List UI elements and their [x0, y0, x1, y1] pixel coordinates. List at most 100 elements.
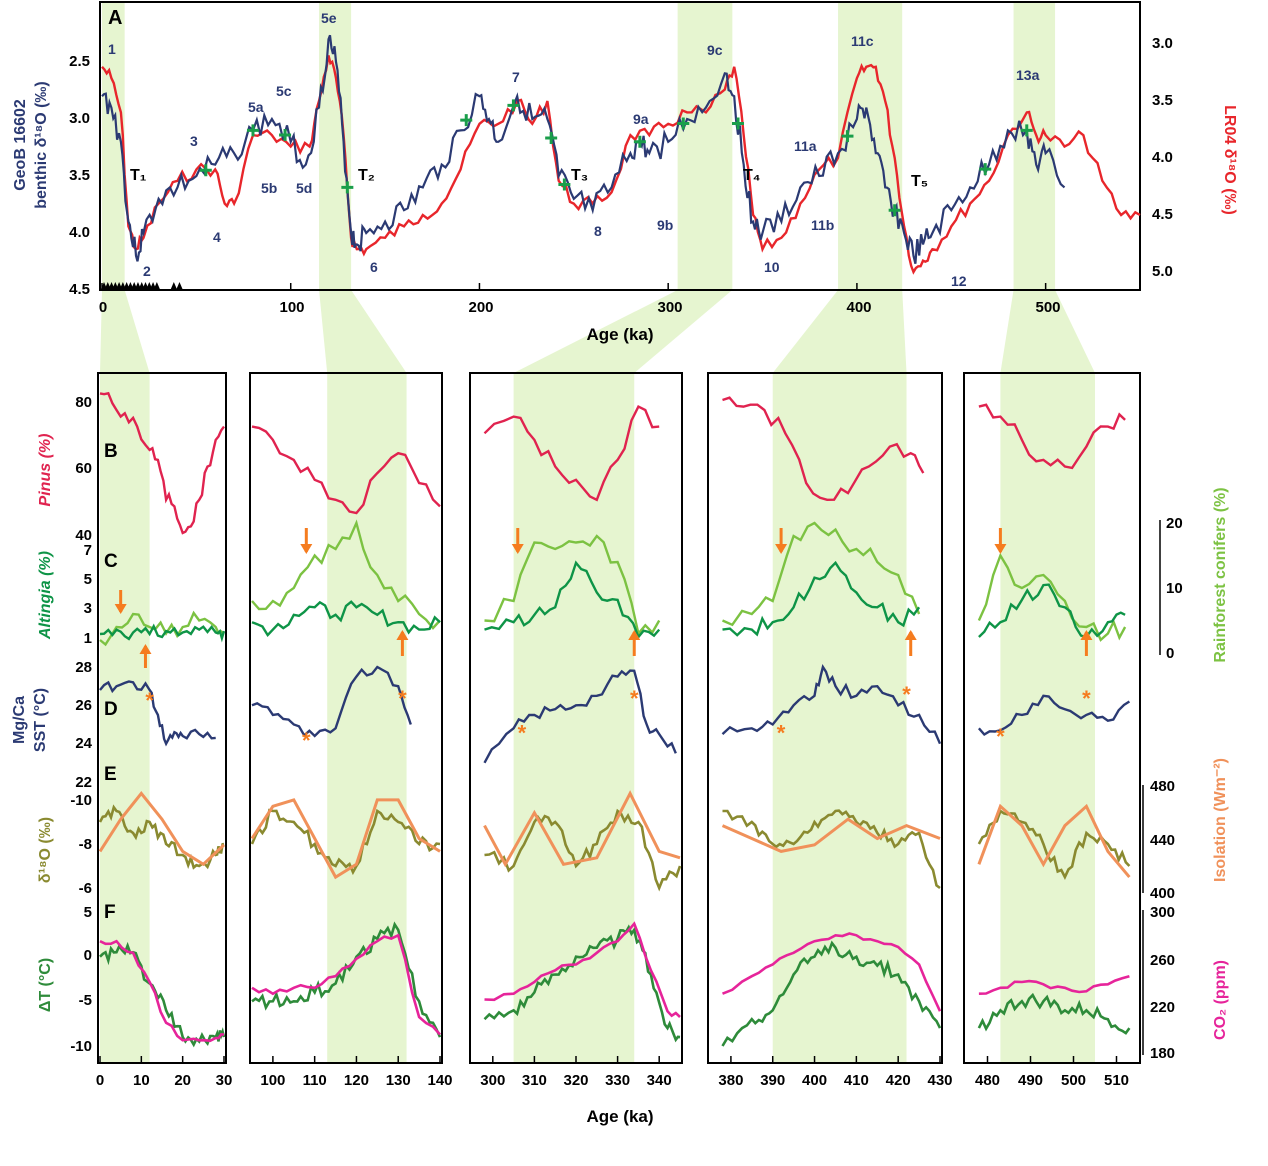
panel-label-e: E [104, 764, 117, 785]
bottom-xtick-1-3: 130 [386, 1072, 411, 1089]
connector-1 [319, 290, 407, 373]
altingia-line-1 [251, 600, 441, 638]
left-ticks: 80 60 40 7 5 3 1 28 26 24 22 -10 -8 -6 5… [70, 394, 92, 1055]
arrow-head-1-0 [300, 544, 313, 554]
marker-plus-14 [1020, 124, 1033, 137]
bottom-xtick-1-4: 140 [427, 1072, 452, 1089]
series-geob-line [101, 34, 1066, 264]
pinus-ylabel: Pinus (%) [37, 434, 54, 507]
bottom-xtick-1-0: 100 [260, 1072, 285, 1089]
panel-frame-3 [707, 372, 943, 1064]
arrow-head-3-1 [904, 630, 917, 640]
bottom-xtick-0-3: 30 [216, 1072, 233, 1089]
mis-5a: 5a [248, 99, 264, 115]
bottom-xtick-1-1: 110 [303, 1072, 327, 1089]
panel-frame-1 [249, 372, 443, 1064]
pinus-line-0 [99, 391, 225, 535]
rainforest-line-0 [99, 610, 225, 647]
co2-line-0 [99, 939, 225, 1043]
top-xtick-300: 300 [657, 299, 682, 316]
co2-line-4 [978, 974, 1130, 995]
top-xtick-0: 0 [99, 299, 107, 316]
bottom-xtick-4-3: 510 [1104, 1072, 1129, 1089]
marker-plus-2 [279, 128, 292, 141]
dt-line-2 [483, 924, 681, 1043]
top-ylabel-left-1: GeoB 16602 [12, 99, 29, 191]
right-ticks: 20 10 0 480 440 400 300 260 220 180 [1150, 515, 1183, 1062]
bottom-xtick-2-4: 340 [647, 1072, 672, 1089]
dt-ylabel: ΔT (°C) [37, 958, 54, 1012]
star-3-1: * [902, 682, 911, 707]
bottom-xtick-0-2: 20 [174, 1072, 191, 1089]
bottom-panel-2: * * 300 310 320 330 340 [469, 372, 683, 1089]
dt-line-1 [251, 921, 442, 1038]
star-0-0: * [145, 688, 154, 713]
mis-5c: 5c [276, 83, 292, 99]
rainforest-line-3 [722, 521, 921, 627]
top-ytick-left-3.5: 3.5 [69, 167, 90, 184]
arrow-head-0-1 [139, 644, 152, 654]
mis-4: 4 [213, 229, 221, 245]
sst-line-1 [251, 665, 412, 738]
top-ytick-left-2.5: 2.5 [69, 53, 90, 70]
bottom-panel-1: * * 100 110 120 130 140 [249, 372, 453, 1089]
rainforest-line-4 [977, 552, 1127, 642]
pinus-line-1 [251, 425, 441, 515]
insolation-line-0 [98, 790, 226, 867]
top-ylabel-left-2: benthic δ¹⁸O (‰) [33, 81, 50, 208]
zoom-connectors [100, 290, 1095, 373]
mis-5d: 5d [296, 180, 312, 196]
top-ytick-left-4.0: 4.0 [69, 224, 90, 241]
mis-11b: 11b [811, 217, 834, 233]
sst-line-0 [99, 680, 216, 747]
arrow-head-2-0 [511, 544, 524, 554]
arrow-head-3-0 [775, 544, 788, 554]
right-axis-lines [1142, 520, 1161, 1055]
sst-line-2 [483, 669, 677, 764]
bottom-xtick-3-2: 400 [802, 1072, 827, 1089]
mis-10: 10 [764, 259, 780, 275]
d18o-line-3 [722, 809, 941, 890]
bottom-xtick-3-0: 380 [718, 1072, 743, 1089]
insolation-line-3 [721, 817, 941, 853]
triangle-6 [123, 282, 130, 289]
bottom-panel-labels: B C D E F [104, 441, 118, 923]
triangle-9 [134, 282, 141, 289]
top-xtick-400: 400 [846, 299, 871, 316]
insolation-tick-480: 480 [1150, 778, 1175, 795]
connector-0 [100, 290, 150, 373]
top-ytick-left-4.5: 4.5 [69, 281, 90, 298]
mis-5b: 5b [261, 180, 277, 196]
marker-plus-3 [341, 181, 354, 194]
dt-line-4 [977, 992, 1131, 1035]
marker-plus-7 [558, 178, 571, 191]
marker-plus-1 [246, 124, 259, 137]
sst-line-3 [721, 664, 942, 745]
top-markers-group [199, 99, 1033, 217]
panel-label-b: B [104, 441, 118, 462]
panel-label-a: A [108, 7, 122, 29]
marker-plus-4 [460, 114, 473, 127]
triangle-1 [104, 282, 111, 289]
d18o-line-2 [484, 808, 682, 892]
star-4-1: * [1082, 686, 1091, 711]
co2-tick-180: 180 [1150, 1045, 1175, 1062]
marker-plus-8 [633, 135, 646, 148]
co2-line-2 [484, 921, 681, 1018]
bottom-panel-4: * * 480 490 500 510 [963, 372, 1141, 1089]
mis-3: 3 [190, 133, 198, 149]
triangle-8 [131, 282, 138, 289]
top-frame [99, 1, 1141, 291]
altingia-ylabel: Altingia (%) [37, 551, 54, 640]
sst-tick-24: 24 [75, 735, 92, 752]
bottom-xtick-2-0: 300 [480, 1072, 505, 1089]
termination-t2: T₂ [358, 167, 375, 184]
arrow-head-0-0 [114, 604, 127, 614]
panel-label-d: D [104, 699, 118, 720]
bottom-xtick-2-3: 330 [605, 1072, 630, 1089]
altingia-line-4 [978, 583, 1126, 639]
altingia-tick-1: 1 [84, 630, 92, 647]
insolation-line-4 [977, 803, 1131, 879]
